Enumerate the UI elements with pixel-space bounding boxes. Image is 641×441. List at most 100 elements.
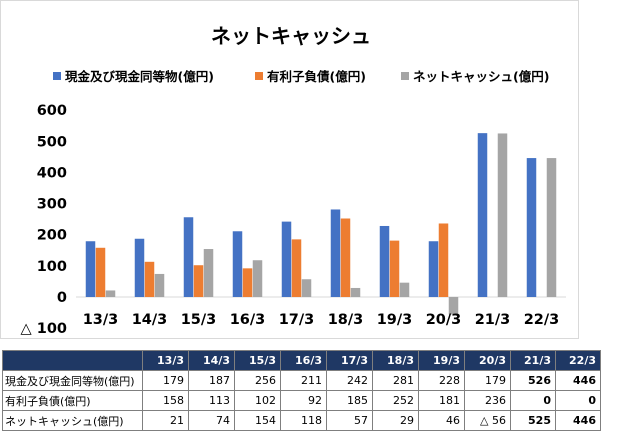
x-tick-label: 17/3 xyxy=(279,312,315,328)
bar-1-19-3 xyxy=(379,225,390,297)
table-cell: 526 xyxy=(510,370,556,391)
x-tick-label: 14/3 xyxy=(132,312,168,328)
bar-3-16-3 xyxy=(252,260,263,297)
bar-1-13-3 xyxy=(85,241,96,297)
table-cell: 525 xyxy=(510,410,556,431)
chart-title: ネットキャッシュ xyxy=(211,24,371,48)
table-header-cell: 16/3 xyxy=(280,350,327,371)
table-cell: 179 xyxy=(142,370,189,391)
table-row-label: ネットキャッシュ(億円) xyxy=(2,410,143,431)
table-cell: 0 xyxy=(555,390,601,411)
table-cell: 118 xyxy=(280,410,327,431)
bar-2-14-3 xyxy=(144,261,155,297)
table-header-cell: 14/3 xyxy=(188,350,235,371)
bar-3-14-3 xyxy=(154,273,165,297)
bar-3-21-3 xyxy=(497,133,508,297)
bar-2-18-3 xyxy=(340,218,351,297)
table-cell: 46 xyxy=(418,410,465,431)
x-tick-label: 20/3 xyxy=(426,312,462,328)
data-table: 13/3 14/3 15/3 16/3 17/3 18/3 19/3 20/3 21/3 22/3… xyxy=(2,350,601,431)
table-cell: 113 xyxy=(188,390,235,411)
table-cell: 211 xyxy=(280,370,327,391)
table-row: 有利子負債(億円) 158 113 102 92 185 252 181 236 0 0 xyxy=(2,390,601,411)
x-tick-label: 16/3 xyxy=(230,312,266,328)
y-tick-label: 0 xyxy=(57,290,67,306)
table-header-cell: 22/3 xyxy=(555,350,601,371)
table-cell: 446 xyxy=(555,410,601,431)
bar-1-17-3 xyxy=(281,221,292,297)
bar-2-17-3 xyxy=(291,239,302,297)
bar-1-21-3 xyxy=(477,133,488,297)
legend-label-3: ネットキャッシュ(億円) xyxy=(413,69,549,84)
table-cell: 154 xyxy=(234,410,281,431)
table-cell: 446 xyxy=(555,370,601,391)
table-cell: 74 xyxy=(188,410,235,431)
table-cell: 29 xyxy=(372,410,419,431)
table-header-row: 13/3 14/3 15/3 16/3 17/3 18/3 19/3 20/3 21/3 22/3 xyxy=(2,350,601,371)
legend-swatch-2 xyxy=(255,72,263,80)
bar-3-20-3 xyxy=(448,297,459,315)
bar-1-16-3 xyxy=(232,231,243,297)
table-row-label: 有利子負債(億円) xyxy=(2,390,143,411)
table-header-cell: 18/3 xyxy=(372,350,419,371)
y-tick-label: 400 xyxy=(37,165,67,181)
table-header-cell: 17/3 xyxy=(326,350,373,371)
legend-label-1: 現金及び現金同等物(億円) xyxy=(65,69,214,84)
bar-1-15-3 xyxy=(183,217,194,297)
table-cell: △ 56 xyxy=(464,410,511,431)
bar-1-20-3 xyxy=(428,241,439,297)
x-axis: 13/3 14/3 15/3 16/3 17/3 18/3 19/3 20/3 21/3 22/3 xyxy=(83,312,560,328)
y-tick-label: 600 xyxy=(37,103,67,119)
table-header-cell: 13/3 xyxy=(142,350,189,371)
table-cell: 179 xyxy=(464,370,511,391)
table-cell: 187 xyxy=(188,370,235,391)
bar-1-22-3 xyxy=(526,158,537,297)
y-tick-label: 200 xyxy=(37,228,67,244)
table-header-cell: 15/3 xyxy=(234,350,281,371)
bar-2-13-3 xyxy=(95,247,106,297)
bar-3-17-3 xyxy=(301,279,312,297)
bar-3-22-3 xyxy=(546,158,557,297)
x-tick-label: 13/3 xyxy=(83,312,119,328)
table-row-label: 現金及び現金同等物(億円) xyxy=(2,370,143,391)
table-cell: 0 xyxy=(510,390,556,411)
table-body: 現金及び現金同等物(億円) 179 187 256 211 242 281 228 179 526… xyxy=(2,370,601,431)
table-row: 現金及び現金同等物(億円) 179 187 256 211 242 281 228 179 526… xyxy=(2,370,601,391)
table-cell: 242 xyxy=(326,370,373,391)
table-cell: 181 xyxy=(418,390,465,411)
bar-3-19-3 xyxy=(399,282,410,297)
table-corner-cell xyxy=(2,350,143,371)
bar-1-14-3 xyxy=(134,238,145,297)
bar-2-20-3 xyxy=(438,223,449,297)
x-tick-label: 21/3 xyxy=(475,312,511,328)
table-cell: 102 xyxy=(234,390,281,411)
y-tick-label: 500 xyxy=(37,134,67,150)
bar-2-19-3 xyxy=(389,240,400,297)
table-cell: 92 xyxy=(280,390,327,411)
x-tick-label: 15/3 xyxy=(181,312,217,328)
x-tick-label: 22/3 xyxy=(524,312,560,328)
bar-3-13-3 xyxy=(105,290,116,297)
table-cell: 281 xyxy=(372,370,419,391)
bar-2-15-3 xyxy=(193,265,204,297)
y-tick-label: △ 100 xyxy=(21,321,67,337)
x-tick-label: 18/3 xyxy=(328,312,364,328)
table-header-cell: 21/3 xyxy=(510,350,556,371)
bars xyxy=(85,133,557,315)
legend-label-2: 有利子負債(億円) xyxy=(267,69,366,84)
table-cell: 185 xyxy=(326,390,373,411)
table-header-cell: 19/3 xyxy=(418,350,465,371)
table-row: ネットキャッシュ(億円) 21 74 154 118 57 29 46 △ 56 525 446 xyxy=(2,410,601,431)
legend: 現金及び現金同等物(億円) 有利子負債(億円) ネットキャッシュ(億円) xyxy=(53,69,549,84)
table-cell: 228 xyxy=(418,370,465,391)
table-cell: 57 xyxy=(326,410,373,431)
legend-swatch-1 xyxy=(53,72,61,80)
table-cell: 236 xyxy=(464,390,511,411)
table-cell: 252 xyxy=(372,390,419,411)
bar-3-18-3 xyxy=(350,287,361,297)
bar-3-15-3 xyxy=(203,249,214,297)
chart-svg: ネットキャッシュ 現金及び現金同等物(億円) 有利子負債(億円) ネットキャッシュ(… xyxy=(21,24,566,337)
x-tick-label: 19/3 xyxy=(377,312,413,328)
legend-swatch-3 xyxy=(401,72,409,80)
table-cell: 158 xyxy=(142,390,189,411)
